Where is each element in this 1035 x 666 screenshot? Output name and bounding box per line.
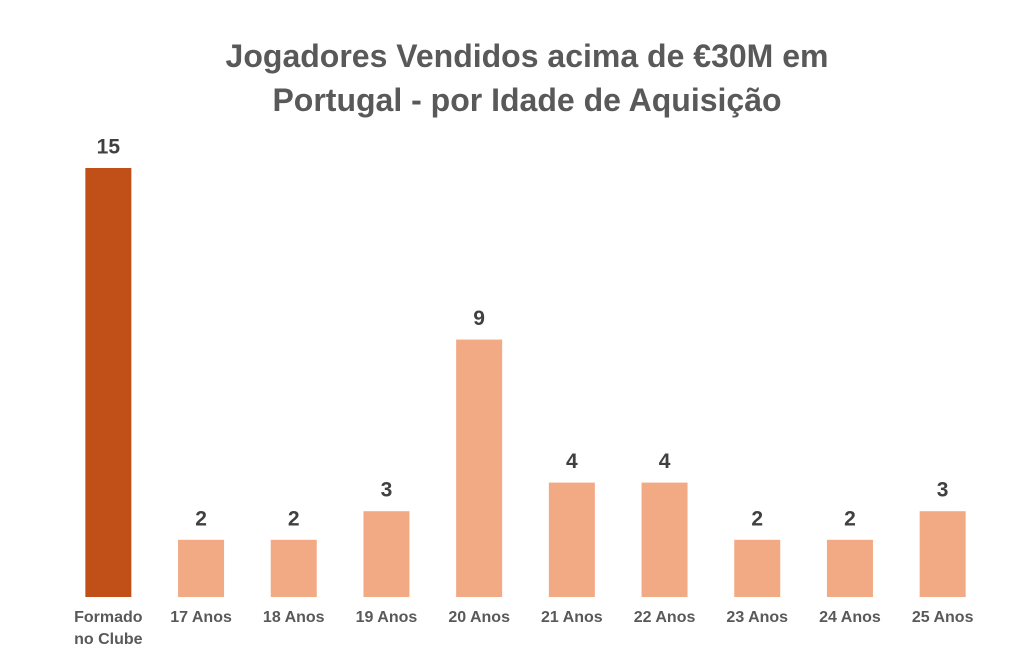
bar xyxy=(363,511,410,597)
bar xyxy=(270,539,317,597)
value-label: 3 xyxy=(937,479,949,502)
x-tick-label: 18 Anos xyxy=(262,609,325,626)
x-tick-label: Formado no Clube xyxy=(74,609,143,648)
x-tick-label-box: 17 Anos xyxy=(170,609,232,626)
x-tick-label-box: 22 Anos xyxy=(633,609,696,626)
bar xyxy=(919,511,966,597)
bar xyxy=(826,539,873,597)
bar xyxy=(178,539,225,597)
value-label: 2 xyxy=(751,507,763,530)
value-label: 3 xyxy=(381,479,393,502)
x-tick-label: 20 Anos xyxy=(448,609,510,626)
x-tick-label: 21 Anos xyxy=(541,609,603,626)
value-label: 4 xyxy=(566,450,578,473)
x-tick-label: 24 Anos xyxy=(819,609,881,626)
bar xyxy=(734,539,781,597)
value-label: 9 xyxy=(473,307,485,330)
bar xyxy=(456,339,503,597)
value-label: 2 xyxy=(844,507,856,530)
x-tick-label: 25 Anos xyxy=(911,609,974,626)
x-tick-label: 17 Anos xyxy=(170,609,232,626)
x-tick-label-box: Formado no Clube xyxy=(74,609,143,648)
x-tick-label-box: 21 Anos xyxy=(541,609,603,626)
x-tick-label-box: 23 Anos xyxy=(726,609,789,626)
bar xyxy=(641,482,688,597)
x-tick-label-box: 19 Anos xyxy=(355,609,418,626)
bar xyxy=(548,482,595,597)
x-tick-label-box: 25 Anos xyxy=(911,609,974,626)
value-label: 2 xyxy=(288,507,300,530)
chart-title: Jogadores Vendidos acima de €30M em Port… xyxy=(225,38,829,118)
x-tick-label-box: 24 Anos xyxy=(819,609,881,626)
x-tick-label-box: 18 Anos xyxy=(262,609,325,626)
value-label: 2 xyxy=(195,507,207,530)
x-tick-label: 22 Anos xyxy=(633,609,696,626)
value-label: 4 xyxy=(659,450,671,473)
value-label: 15 xyxy=(97,136,121,159)
x-tick-label: 23 Anos xyxy=(726,609,789,626)
x-tick-label: 19 Anos xyxy=(355,609,418,626)
x-tick-label-box: 20 Anos xyxy=(448,609,510,626)
bar xyxy=(85,168,132,597)
